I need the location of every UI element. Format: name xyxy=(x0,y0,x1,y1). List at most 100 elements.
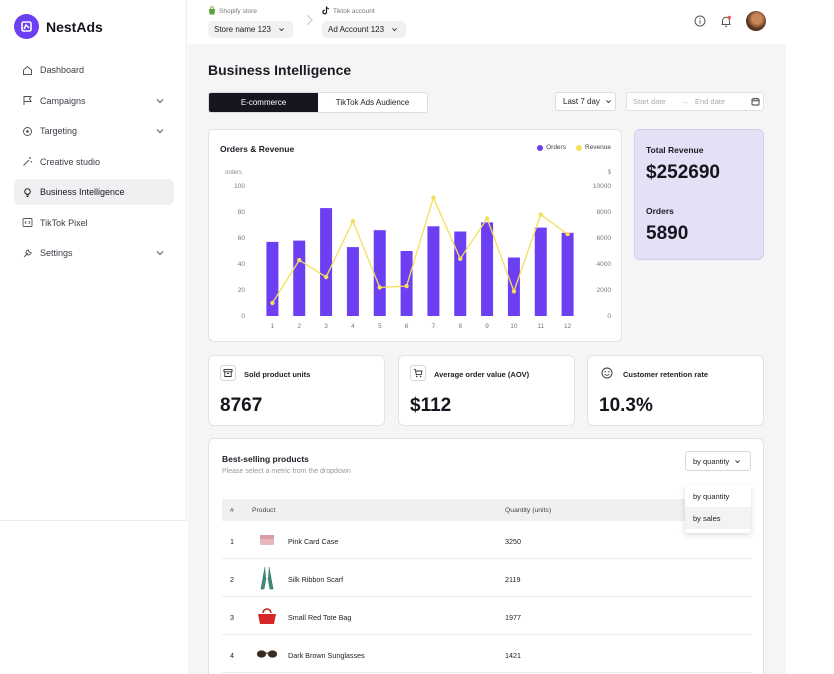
kpi-retention: Customer retention rate 10.3% xyxy=(587,355,764,426)
line-revenue xyxy=(271,195,568,304)
kpi-value: $112 xyxy=(410,395,452,416)
product-name: Small Red Tote Bag xyxy=(288,613,352,622)
page-title: Business Intelligence xyxy=(208,62,352,78)
calendar-icon[interactable] xyxy=(751,97,760,106)
table-row[interactable]: 2 Silk Ribbon Scarf 2119 xyxy=(222,559,751,597)
dropdown-option-by-sales[interactable]: by sales xyxy=(685,507,751,529)
date-range-select[interactable]: Last 7 day xyxy=(555,92,616,111)
column-header-index[interactable]: # xyxy=(230,507,234,514)
table-row[interactable]: 3 Small Red Tote Bag 1977 xyxy=(222,597,751,635)
point-revenue xyxy=(404,283,409,289)
target-icon xyxy=(21,125,33,137)
chevron-down-icon[interactable] xyxy=(155,126,165,136)
orders-revenue-card: Orders & Revenue Orders Revenue orders $1… xyxy=(208,129,622,342)
y-right-axis-label: $ xyxy=(608,170,612,176)
legend-item-revenue[interactable]: Revenue xyxy=(575,144,611,151)
point-revenue xyxy=(297,257,302,263)
sidebar-item-campaigns[interactable]: Campaigns xyxy=(14,88,174,114)
sidebar-item-label: Settings xyxy=(40,248,73,258)
table-row[interactable]: 1 Pink Card Case 3250 xyxy=(222,521,751,559)
y-right-tick-label: 10000 xyxy=(593,183,611,190)
top-bar: Shopify store Store name 123 Tiktok acco… xyxy=(188,0,786,44)
chevron-right-icon xyxy=(306,14,313,26)
info-icon[interactable] xyxy=(694,15,706,27)
column-header-product[interactable]: Product xyxy=(252,507,276,514)
chevron-down-icon xyxy=(279,28,284,32)
point-revenue xyxy=(511,289,517,294)
x-tick-label: 5 xyxy=(378,323,382,330)
shopify-store-label: Shopify store xyxy=(208,6,293,17)
y-right-tick-label: 6000 xyxy=(597,235,612,242)
kpi-label: Average order value (AOV) xyxy=(434,370,530,379)
chevron-down-icon xyxy=(392,28,397,32)
point-revenue xyxy=(565,231,570,237)
x-tick-label: 1 xyxy=(271,323,275,330)
date-arrow-icon: → xyxy=(681,97,689,106)
tab-tiktok-ads-audience[interactable]: TikTok Ads Audience xyxy=(335,98,410,107)
legend-swatch xyxy=(575,144,582,151)
chevron-down-icon[interactable] xyxy=(155,96,165,106)
sidebar-item-business-intelligence[interactable]: Business Intelligence xyxy=(14,179,174,205)
sidebar-item-settings[interactable]: Settings xyxy=(14,240,174,266)
chart-legend: Orders Revenue xyxy=(537,144,611,151)
bag-icon xyxy=(256,605,278,627)
y-right-tick-label: 4000 xyxy=(597,261,612,268)
kpi-label: Customer retention rate xyxy=(623,370,709,379)
row-index: 1 xyxy=(230,537,234,546)
tiktok-account-label: Tiktok account xyxy=(322,6,406,17)
table-row[interactable]: 4 Dark Brown Sunglasses 1421 xyxy=(222,635,751,673)
smiley-icon xyxy=(599,365,615,381)
best-selling-subtitle: Please select a metric from the dropdown xyxy=(222,468,351,475)
tab-e-commerce[interactable]: E-commerce xyxy=(209,93,318,112)
sidebar-item-tiktok-pixel[interactable]: TikTok Pixel xyxy=(14,210,174,236)
metric-dropdown-menu: by quantity by sales xyxy=(685,485,751,533)
sidebar-item-targeting[interactable]: Targeting xyxy=(14,118,174,144)
bar-orders xyxy=(346,247,359,316)
metric-select[interactable]: by quantity xyxy=(685,451,751,471)
brand[interactable]: NestAds xyxy=(14,14,103,39)
legend-item-orders[interactable]: Orders xyxy=(537,144,566,151)
legend-swatch xyxy=(537,144,544,151)
shopify-label-text: Shopify store xyxy=(219,8,257,15)
point-revenue xyxy=(538,212,543,217)
card-case-icon xyxy=(256,529,278,551)
box-icon xyxy=(220,365,236,381)
sidebar-item-dashboard[interactable]: Dashboard xyxy=(14,57,174,83)
legend-label: Orders xyxy=(546,144,566,151)
bar-orders xyxy=(561,232,574,316)
total-revenue-value: $252690 xyxy=(646,162,720,183)
bar-orders xyxy=(373,230,386,316)
wrench-icon xyxy=(21,247,33,259)
x-tick-label: 6 xyxy=(405,323,409,330)
chevron-down-icon[interactable] xyxy=(155,248,165,258)
notification-bell-icon[interactable] xyxy=(720,15,732,28)
date-range-value: Last 7 day xyxy=(563,97,600,106)
scarf-icon xyxy=(256,566,278,590)
x-tick-label: 7 xyxy=(432,323,436,330)
chevron-down-icon xyxy=(606,100,611,104)
start-date-field[interactable]: Start date xyxy=(633,97,666,106)
x-tick-label: 8 xyxy=(458,323,462,330)
store-select[interactable]: Store name 123 xyxy=(208,21,293,38)
bar-orders xyxy=(481,222,494,316)
tiktok-account-block: Tiktok account Ad Account 123 xyxy=(322,6,407,38)
point-revenue xyxy=(323,274,329,280)
date-picker[interactable]: Start date → End date xyxy=(626,92,764,111)
ad-account-select[interactable]: Ad Account 123 xyxy=(322,21,407,38)
avatar[interactable] xyxy=(746,11,766,31)
x-tick-label: 3 xyxy=(324,323,328,330)
dropdown-option-by-quantity[interactable]: by quantity xyxy=(693,491,730,501)
y-left-tick-label: 40 xyxy=(238,261,246,268)
total-revenue-label: Total Revenue xyxy=(646,145,704,155)
end-date-field[interactable]: End date xyxy=(695,97,726,106)
product-quantity: 3250 xyxy=(505,537,521,546)
column-header-quantity[interactable]: Quantity (units) xyxy=(505,507,552,514)
sidebar-item-label: Targeting xyxy=(40,126,78,136)
brand-name: NestAds xyxy=(46,18,103,35)
sidebar-item-creative-studio[interactable]: Creative studio xyxy=(14,149,174,175)
sidebar-item-label: TikTok Pixel xyxy=(40,217,88,228)
sidebar-nav: Dashboard Campaigns Targeting Creative s… xyxy=(14,57,174,271)
y-right-tick-label: 8000 xyxy=(597,209,612,216)
code-icon xyxy=(21,217,33,229)
row-index: 2 xyxy=(230,575,234,584)
